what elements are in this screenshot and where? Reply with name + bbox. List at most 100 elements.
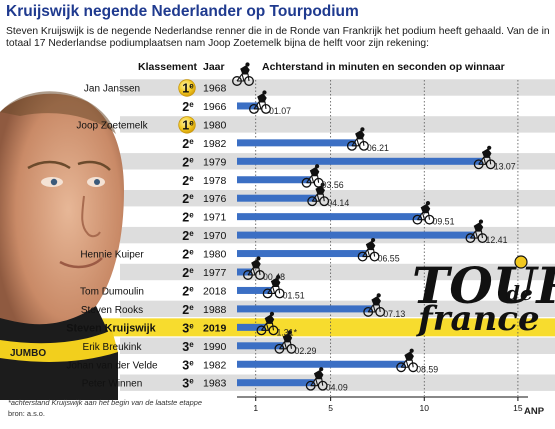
bar [237, 250, 367, 258]
agency-credit: ANP [524, 406, 545, 417]
bar [237, 139, 356, 147]
rank-label: 3e [182, 377, 194, 391]
year-label: 2019 [203, 322, 227, 334]
year-label: 1982 [203, 359, 227, 371]
year-label: 1978 [203, 175, 227, 187]
gold-medal-icon [178, 116, 196, 134]
year-label: 1982 [203, 138, 227, 150]
cyclist-icon [256, 311, 279, 336]
year-label: 1983 [203, 378, 227, 390]
rank-label: 3e [182, 358, 194, 372]
cyclist-icon [307, 182, 330, 207]
year-label: 1968 [203, 83, 227, 95]
cyclist-icon [243, 256, 265, 280]
value-label: 12.41 [485, 235, 507, 245]
rank-label: 2e [182, 303, 194, 317]
value-label: 1.31* [276, 327, 297, 337]
value-label: 04.09 [326, 383, 348, 393]
value-label: 09.51 [432, 217, 454, 227]
row-band [120, 79, 555, 96]
year-label: 1966 [203, 101, 227, 113]
cyclist-icon [465, 219, 488, 244]
rider-name: Peter Winnen [82, 379, 143, 390]
year-label: 1988 [203, 304, 227, 316]
value-label: 06.21 [367, 143, 389, 153]
rank-label: 2e [182, 192, 194, 206]
rank-label: 1e [182, 118, 194, 132]
value-label: 02.29 [294, 346, 316, 356]
bar [237, 176, 311, 184]
bar [237, 157, 483, 165]
rank-label: 3e [182, 340, 194, 354]
value-label: 01.51 [283, 290, 305, 300]
cyclist-icon [473, 145, 496, 170]
header-rank: Klassement [138, 61, 197, 73]
bar [237, 342, 284, 350]
x-tick-label: 5 [328, 403, 333, 413]
page-title: Kruijswijk negende Nederlander op Tourpo… [6, 3, 359, 20]
rider-portrait: JUMBO [0, 91, 124, 400]
svg-text:JUMBO: JUMBO [10, 348, 46, 359]
rank-label: 3e [182, 321, 194, 335]
rider-name: Joop Zoetemelk [76, 120, 148, 131]
cyclist-icon [357, 237, 380, 262]
bar [237, 213, 422, 221]
row-band [120, 263, 555, 281]
value-label: 08.59 [416, 364, 438, 374]
cyclist-icon [396, 348, 419, 373]
x-tick-label: 1 [253, 403, 258, 413]
rider-name: Tom Dumoulin [80, 286, 144, 297]
row-band [120, 190, 555, 207]
value-label: 01.07 [269, 106, 291, 116]
rider-name: Jan Janssen [84, 84, 140, 95]
rank-label: 2e [182, 266, 194, 280]
logo-tour-text: TOUR [412, 256, 555, 315]
cyclist-icon [249, 90, 271, 114]
year-label: 1979 [203, 156, 227, 168]
tour-de-france-logo: TOUR de france [412, 255, 555, 339]
row-band [120, 337, 555, 354]
bar [237, 379, 315, 387]
x-tick-label: 10 [420, 403, 430, 413]
header-year: Jaar [203, 61, 225, 73]
cyclist-icon [412, 201, 435, 225]
x-tick-label: 15 [513, 403, 523, 413]
rider-name: Steven Rooks [81, 305, 143, 316]
highlight-row-band [0, 318, 555, 337]
value-label: 06.55 [378, 254, 400, 264]
bar [237, 360, 406, 368]
year-label: 2018 [203, 285, 227, 297]
rider-name: Hennie Kuiper [80, 250, 144, 261]
bar [237, 194, 317, 202]
rider-name: Erik Breukink [83, 342, 143, 353]
intro-text: Steven Kruijswijk is de negende Nederlan… [6, 26, 550, 49]
logo-france-text: france [416, 299, 540, 339]
year-label: 1980 [203, 249, 227, 261]
year-label: 1990 [203, 341, 227, 353]
year-label: 1980 [203, 119, 227, 131]
value-label: 04.14 [327, 198, 349, 208]
cyclist-icon [305, 367, 328, 391]
row-band [120, 374, 555, 391]
bar [237, 286, 272, 294]
year-label: 1977 [203, 267, 227, 279]
rank-label: 2e [182, 284, 194, 298]
cyclist-icon [346, 127, 369, 151]
value-label: 07.13 [383, 309, 405, 319]
bar [237, 102, 258, 110]
rank-label: 2e [182, 100, 194, 114]
value-label: 13.07 [494, 161, 516, 171]
rank-label: 2e [182, 155, 194, 169]
bar [237, 231, 475, 239]
header-value: Achterstand in minuten en seconden op wi… [262, 61, 505, 73]
year-label: 1976 [203, 193, 227, 205]
bar [237, 323, 266, 331]
row-band [120, 116, 555, 133]
cyclist-icon [301, 164, 324, 188]
value-label: 03.56 [322, 180, 344, 190]
rank-label: 2e [182, 211, 194, 225]
gold-medal-icon [178, 79, 196, 97]
value-label: 00.48 [263, 272, 285, 282]
rank-label: 2e [182, 174, 194, 188]
